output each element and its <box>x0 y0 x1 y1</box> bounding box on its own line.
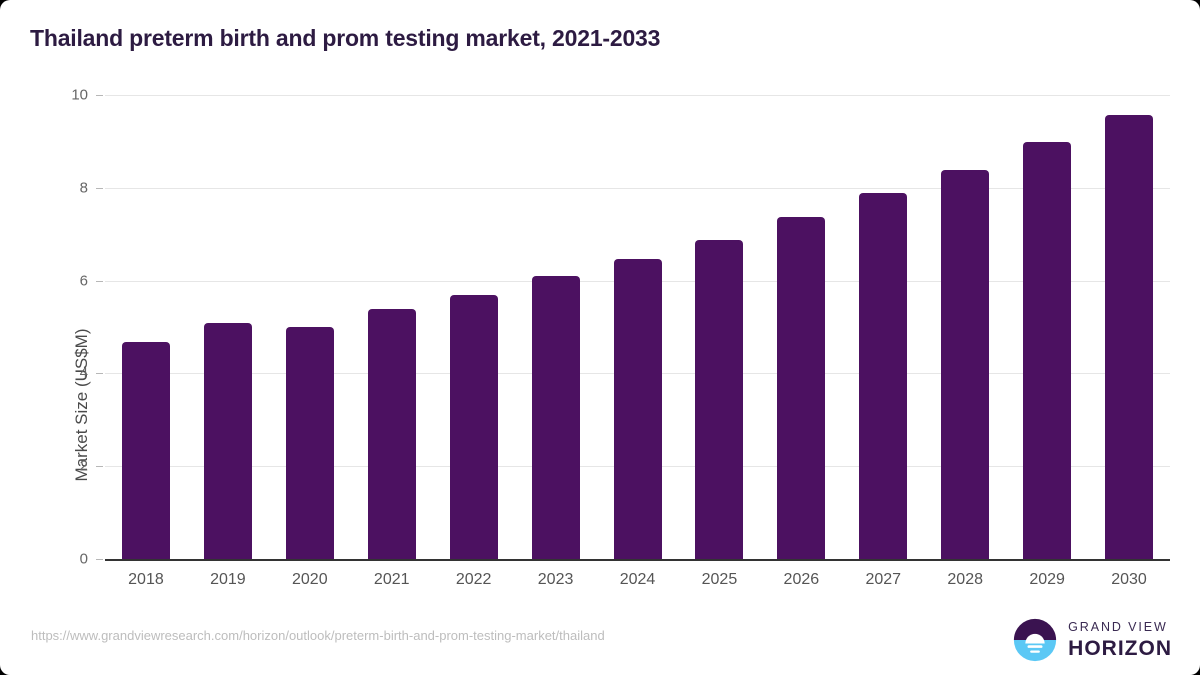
bar-2028[interactable] <box>941 170 990 559</box>
bar-2029[interactable] <box>1023 142 1072 559</box>
x-axis-tick-label: 2029 <box>1029 571 1065 588</box>
y-axis-tick-mark <box>96 95 103 96</box>
source-url[interactable]: https://www.grandviewresearch.com/horizo… <box>31 628 605 643</box>
plot-area: Market Size (US$M) <box>72 95 1170 559</box>
y-axis-tick-label: 0 <box>79 550 88 568</box>
bar-2024[interactable] <box>613 258 662 559</box>
logo-line-horizon: HORIZON <box>1068 636 1172 660</box>
x-axis-tick-label: 2026 <box>783 571 820 588</box>
page-title: Thailand preterm birth and prom testing … <box>30 25 661 51</box>
x-axis-tick-label: 2023 <box>537 571 574 588</box>
bar-2021[interactable] <box>367 309 416 559</box>
y-axis-tick-mark <box>96 559 103 560</box>
y-axis-tick-label: 6 <box>79 272 88 290</box>
x-axis-tick-label: 2019 <box>210 571 246 588</box>
x-axis-tick-label: 2027 <box>865 571 902 588</box>
gridline <box>105 95 1170 96</box>
y-axis-tick-mark <box>96 280 103 282</box>
y-axis-title: Market Size (US$M) <box>72 328 91 482</box>
bar-2023[interactable] <box>531 276 580 559</box>
bar-2026[interactable] <box>777 216 826 559</box>
x-axis-tick-label: 2018 <box>128 571 164 588</box>
x-axis-tick-label: 2020 <box>292 571 328 588</box>
bar-2025[interactable] <box>695 239 744 559</box>
logo-text: GRAND VIEW HORIZON <box>1068 621 1172 659</box>
y-axis-tick-mark <box>96 373 103 375</box>
y-axis-tick-label: 4 <box>79 364 88 382</box>
bar-2020[interactable] <box>285 327 334 559</box>
grand-view-horizon-logo-icon <box>1014 618 1057 662</box>
x-axis-tick-label: 2022 <box>455 571 492 588</box>
bar-2022[interactable] <box>449 295 498 559</box>
y-axis-tick-mark <box>96 466 103 468</box>
brand-logo: GRAND VIEW HORIZON <box>1013 618 1172 662</box>
x-axis-line <box>105 559 1170 561</box>
logo-line-grand-view: GRAND VIEW <box>1068 620 1168 635</box>
gridline <box>105 187 1170 189</box>
x-axis-tick-label: 2025 <box>701 571 738 588</box>
bar-2027[interactable] <box>859 192 908 559</box>
x-axis-tick-label: 2024 <box>619 571 656 588</box>
bar-2030[interactable] <box>1105 114 1154 559</box>
y-axis-tick-label: 10 <box>71 86 88 104</box>
x-axis-tick-label: 2030 <box>1111 571 1147 588</box>
bar-2019[interactable] <box>203 323 252 559</box>
y-axis-tick-label: 8 <box>79 179 88 197</box>
y-axis-tick-label: 2 <box>79 457 88 475</box>
x-axis-tick-label: 2021 <box>373 571 410 588</box>
x-axis-tick-label: 2028 <box>947 571 983 588</box>
y-axis-tick-mark <box>96 187 103 189</box>
bar-2018[interactable] <box>121 341 170 559</box>
